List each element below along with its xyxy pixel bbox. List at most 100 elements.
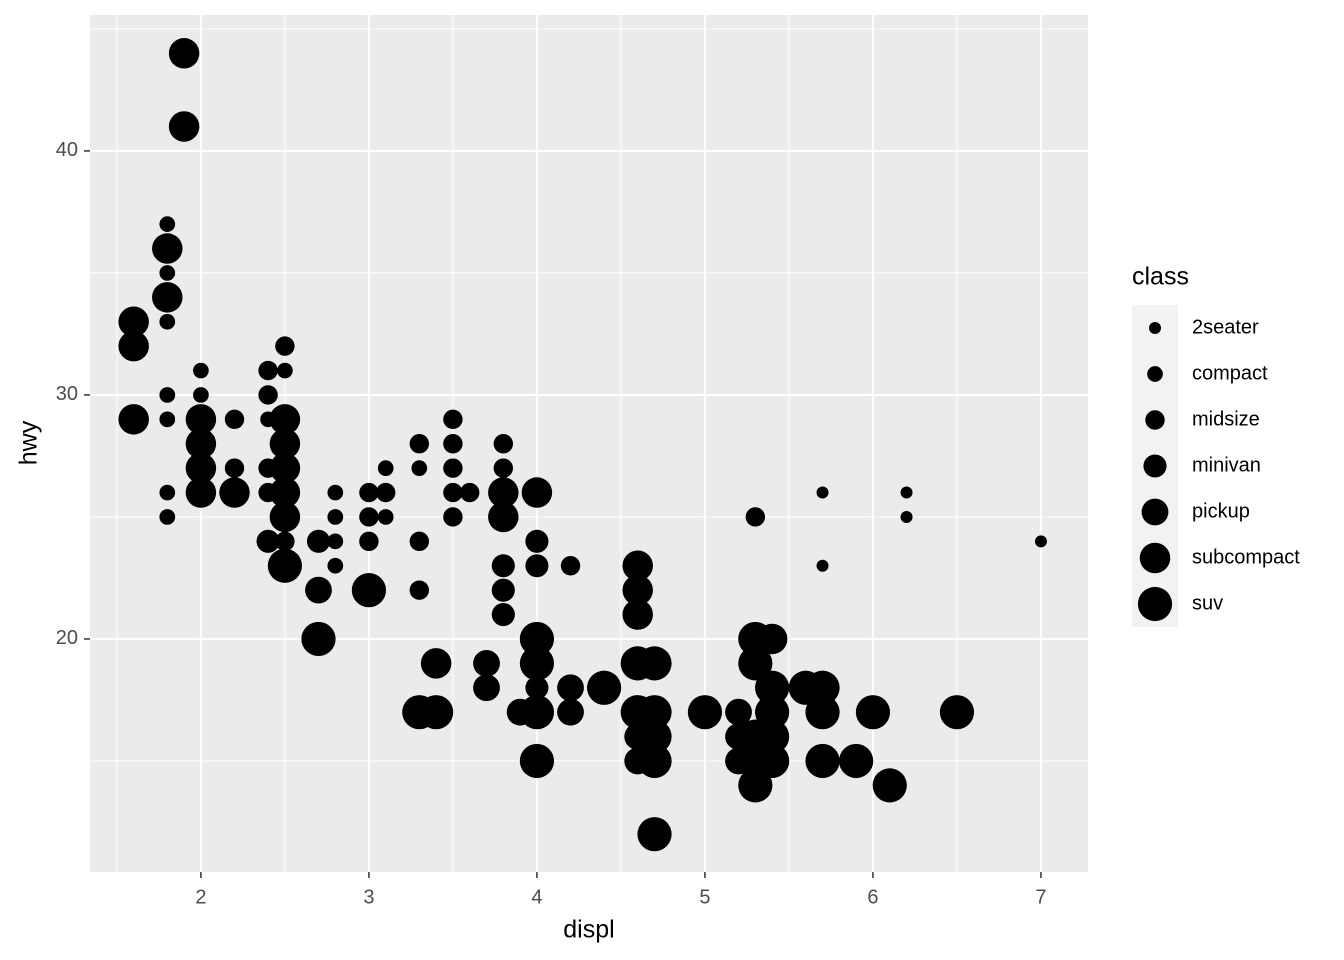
legend-key <box>1147 366 1163 382</box>
point <box>816 559 829 572</box>
legend-key <box>1141 498 1169 526</box>
point <box>185 452 217 484</box>
x-tick-label: 7 <box>1035 886 1046 908</box>
point <box>738 621 773 657</box>
point <box>269 452 301 484</box>
y-tick-label: 30 <box>56 383 78 405</box>
point <box>521 477 553 508</box>
point <box>258 360 278 381</box>
point <box>525 529 549 553</box>
point <box>277 362 293 379</box>
point <box>269 404 301 435</box>
point <box>159 387 176 403</box>
point <box>816 486 829 499</box>
point <box>443 458 463 478</box>
x-tick-label: 5 <box>699 886 710 908</box>
point <box>755 743 790 779</box>
point <box>900 486 913 499</box>
point <box>738 646 773 681</box>
point <box>159 216 176 232</box>
point <box>306 529 331 553</box>
point <box>637 719 672 754</box>
point <box>419 695 454 730</box>
point <box>359 531 379 552</box>
point <box>118 404 149 435</box>
point <box>805 743 840 779</box>
point <box>152 282 183 313</box>
point <box>159 484 176 501</box>
point <box>359 482 379 503</box>
point <box>557 674 584 702</box>
point <box>152 233 183 264</box>
points <box>118 38 1047 852</box>
point <box>275 531 295 552</box>
x-axis-title: displ <box>563 916 614 944</box>
point <box>491 603 515 627</box>
legend-key <box>1139 542 1171 574</box>
point <box>219 477 250 508</box>
legend-label: minivan <box>1192 454 1261 476</box>
legend-key <box>1149 322 1161 334</box>
point <box>839 743 874 779</box>
point <box>738 768 773 803</box>
point <box>327 557 344 574</box>
point <box>637 743 672 779</box>
point <box>560 556 581 576</box>
point <box>159 411 176 428</box>
legend-key <box>1137 586 1173 622</box>
point <box>460 482 480 503</box>
point <box>493 434 514 454</box>
point <box>224 458 245 478</box>
point <box>168 38 200 69</box>
point <box>327 509 344 525</box>
point <box>755 719 790 754</box>
point <box>488 477 519 508</box>
point <box>359 507 379 527</box>
y-axis-title: hwy <box>15 420 43 465</box>
point <box>443 507 463 527</box>
point <box>900 510 913 523</box>
point <box>275 336 295 356</box>
point <box>351 573 387 608</box>
point <box>168 111 200 142</box>
point <box>185 477 217 508</box>
point <box>473 674 500 702</box>
point <box>185 404 217 435</box>
legend: 2seater compact midsize minivan pickup subcom… <box>1132 305 1300 627</box>
point <box>622 599 653 630</box>
point <box>159 313 176 330</box>
point <box>159 265 176 281</box>
point <box>193 387 209 403</box>
point <box>420 648 452 679</box>
point <box>1034 535 1047 548</box>
legend-key <box>1143 454 1167 478</box>
point <box>622 574 653 606</box>
point <box>256 529 280 553</box>
point <box>409 580 430 600</box>
panel <box>90 15 1088 872</box>
point <box>473 649 500 677</box>
x-tick-label: 6 <box>867 886 878 908</box>
x-tick-label: 3 <box>363 886 374 908</box>
point <box>411 460 428 476</box>
point <box>377 460 394 476</box>
point <box>488 501 519 533</box>
point <box>519 621 555 657</box>
point <box>939 695 975 730</box>
point <box>622 550 653 582</box>
point <box>327 484 344 501</box>
x-tick-label: 2 <box>195 886 206 908</box>
point <box>637 646 672 681</box>
point <box>755 695 790 730</box>
point <box>745 507 766 527</box>
point <box>443 409 463 430</box>
point <box>301 621 336 657</box>
point <box>267 548 302 583</box>
point <box>491 554 515 578</box>
point <box>118 306 149 337</box>
point <box>525 554 549 578</box>
legend-label: subcompact <box>1192 546 1300 568</box>
point <box>587 670 622 705</box>
point <box>269 477 301 508</box>
